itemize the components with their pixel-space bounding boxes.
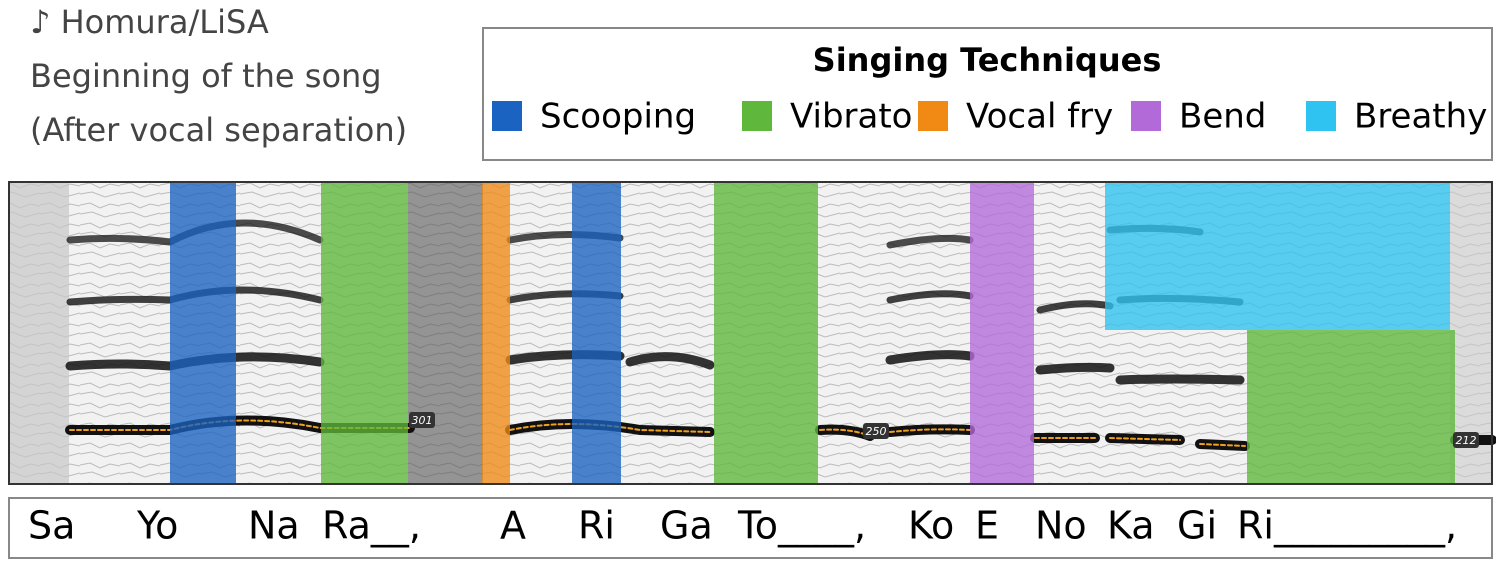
legend-title: Singing Techniques <box>813 41 1162 79</box>
lyric-syllable: To____, <box>737 504 866 548</box>
lyric-syllable: Gi <box>1177 504 1217 548</box>
lyric-syllable: Ri <box>578 504 615 548</box>
lyric-syllable: Na <box>248 504 300 548</box>
technique-region <box>1105 182 1450 330</box>
legend-label: Vibrato <box>790 97 913 137</box>
header-line: Beginning of the song <box>30 57 382 95</box>
legend-swatch <box>742 101 772 131</box>
lyric-syllable: Ra__, <box>322 504 421 548</box>
pitch-label: 301 <box>412 414 433 427</box>
lyric-syllable: A <box>500 504 526 548</box>
legend-swatch <box>1131 101 1161 131</box>
technique-region <box>170 182 236 484</box>
legend-label: Scooping <box>540 97 696 137</box>
figure: ♪ Homura/LiSA Beginning of the song (After… <box>0 0 1496 562</box>
legend-label: Vocal fry <box>966 97 1113 137</box>
header: ♪ Homura/LiSA Beginning of the song (After… <box>30 3 407 149</box>
technique-region <box>321 182 408 484</box>
technique-region <box>572 182 621 484</box>
lyric-syllable: Sa <box>28 504 75 548</box>
pitch-label: 250 <box>866 425 887 438</box>
lyric-syllable: E <box>975 504 999 548</box>
legend-label: Breathy <box>1354 97 1487 137</box>
header-line: ♪ Homura/LiSA <box>30 3 269 41</box>
lyric-syllable: Ka <box>1107 504 1155 548</box>
legend-swatch <box>492 101 522 131</box>
lyric-syllable: Ri_________, <box>1237 504 1457 548</box>
legend-label: Bend <box>1179 97 1266 137</box>
header-line: (After vocal separation) <box>30 111 407 149</box>
pitch-label: 212 <box>1456 434 1477 447</box>
technique-region <box>970 182 1034 484</box>
legend-swatch <box>1306 101 1336 131</box>
technique-region <box>714 182 818 484</box>
technique-region <box>482 182 510 484</box>
lyric-syllable: No <box>1035 504 1087 548</box>
lyric-syllable: Ga <box>660 504 713 548</box>
lyric-syllable: Ko <box>908 504 954 548</box>
lyric-syllable: Yo <box>136 504 178 548</box>
technique-region <box>1247 330 1455 484</box>
legend-swatch <box>918 101 948 131</box>
technique-overlays <box>170 182 1455 484</box>
